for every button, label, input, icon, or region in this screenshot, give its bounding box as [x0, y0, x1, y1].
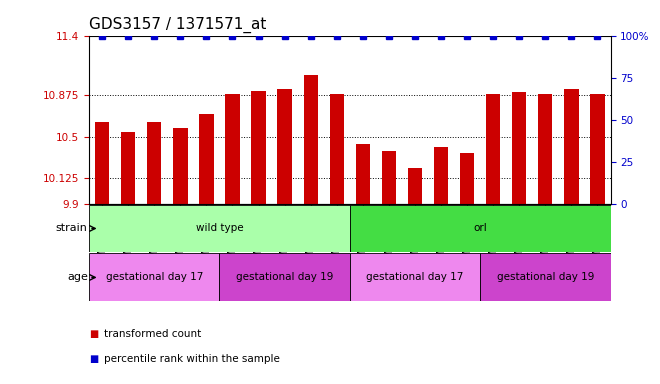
- Bar: [89, 253, 219, 301]
- Bar: [356, 144, 370, 204]
- Text: gestational day 17: gestational day 17: [106, 272, 203, 283]
- Bar: [460, 154, 475, 204]
- Bar: [304, 75, 318, 204]
- Text: gestational day 19: gestational day 19: [496, 272, 594, 283]
- Bar: [95, 122, 110, 204]
- Text: gestational day 17: gestational day 17: [366, 272, 464, 283]
- Bar: [219, 253, 350, 301]
- Bar: [147, 122, 162, 204]
- Text: ■: ■: [89, 329, 98, 339]
- Bar: [121, 132, 135, 204]
- Text: gestational day 19: gestational day 19: [236, 272, 333, 283]
- Bar: [199, 114, 214, 204]
- Bar: [381, 151, 396, 204]
- Bar: [590, 94, 605, 204]
- Text: percentile rank within the sample: percentile rank within the sample: [104, 354, 279, 364]
- Bar: [329, 94, 344, 204]
- Text: age: age: [67, 272, 88, 283]
- Bar: [173, 128, 187, 204]
- Bar: [434, 147, 448, 204]
- Text: strain: strain: [56, 223, 88, 233]
- Bar: [564, 89, 579, 204]
- Text: ■: ■: [89, 354, 98, 364]
- Bar: [408, 168, 422, 204]
- Bar: [350, 205, 610, 252]
- Text: transformed count: transformed count: [104, 329, 201, 339]
- Bar: [225, 94, 240, 204]
- Bar: [538, 94, 552, 204]
- Text: GDS3157 / 1371571_at: GDS3157 / 1371571_at: [89, 17, 267, 33]
- Bar: [350, 253, 480, 301]
- Bar: [277, 89, 292, 204]
- Bar: [89, 205, 350, 252]
- Bar: [480, 253, 610, 301]
- Bar: [251, 91, 266, 204]
- Bar: [512, 92, 527, 204]
- Text: orl: orl: [473, 223, 487, 233]
- Text: wild type: wild type: [195, 223, 244, 233]
- Bar: [486, 94, 500, 204]
